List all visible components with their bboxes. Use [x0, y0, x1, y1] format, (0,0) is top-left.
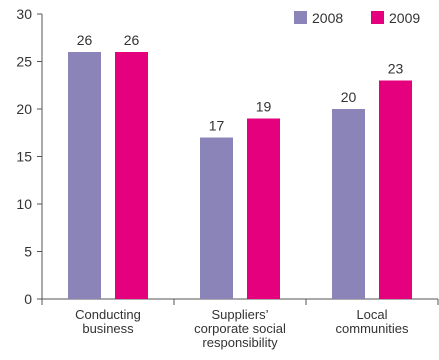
bar-2009-0	[115, 52, 148, 299]
category-label-2: Local communities	[336, 307, 409, 336]
y-tick-label: 5	[24, 244, 32, 260]
y-tick-label: 0	[24, 291, 32, 307]
category-label-line: Suppliers’	[211, 307, 268, 322]
bar-2008-1	[200, 137, 233, 299]
y-tick-label: 15	[16, 149, 32, 165]
bar-2009-2	[379, 80, 412, 299]
data-label-2009-1: 19	[256, 99, 272, 115]
data-labels: 26 26 17 19 20 23	[77, 32, 404, 134]
data-label-2009-2: 23	[388, 61, 404, 77]
data-label-2008-0: 26	[77, 32, 93, 48]
category-label-1: Suppliers’ corporate social responsibility	[194, 307, 286, 350]
category-label-line: responsibility	[202, 335, 278, 350]
bars	[68, 52, 412, 299]
category-label-line: Conducting	[75, 307, 141, 322]
y-tick-label: 10	[16, 196, 32, 212]
y-tick-label: 30	[16, 6, 32, 22]
y-tick-label: 20	[16, 101, 32, 117]
data-label-2008-1: 17	[209, 118, 225, 134]
bar-2009-1	[247, 118, 280, 299]
legend: 2008 2009	[294, 10, 420, 26]
category-label-line: Local	[356, 307, 387, 322]
y-tick-label: 25	[16, 54, 32, 70]
category-label-line: communities	[336, 321, 409, 336]
legend-label-2008: 2008	[312, 10, 343, 26]
bar-2008-2	[332, 109, 365, 299]
category-label-0: Conducting business	[75, 307, 141, 336]
legend-swatch-2008	[294, 11, 307, 24]
category-label-line: business	[82, 321, 134, 336]
category-label-line: corporate social	[194, 321, 286, 336]
legend-swatch-2009	[371, 11, 384, 24]
axes: 0 5 10 15 20 25 30 Conducting business Suppliers’…	[16, 6, 439, 350]
data-label-2009-0: 26	[124, 32, 140, 48]
data-label-2008-2: 20	[341, 89, 357, 105]
legend-label-2009: 2009	[389, 10, 420, 26]
bar-2008-0	[68, 52, 101, 299]
